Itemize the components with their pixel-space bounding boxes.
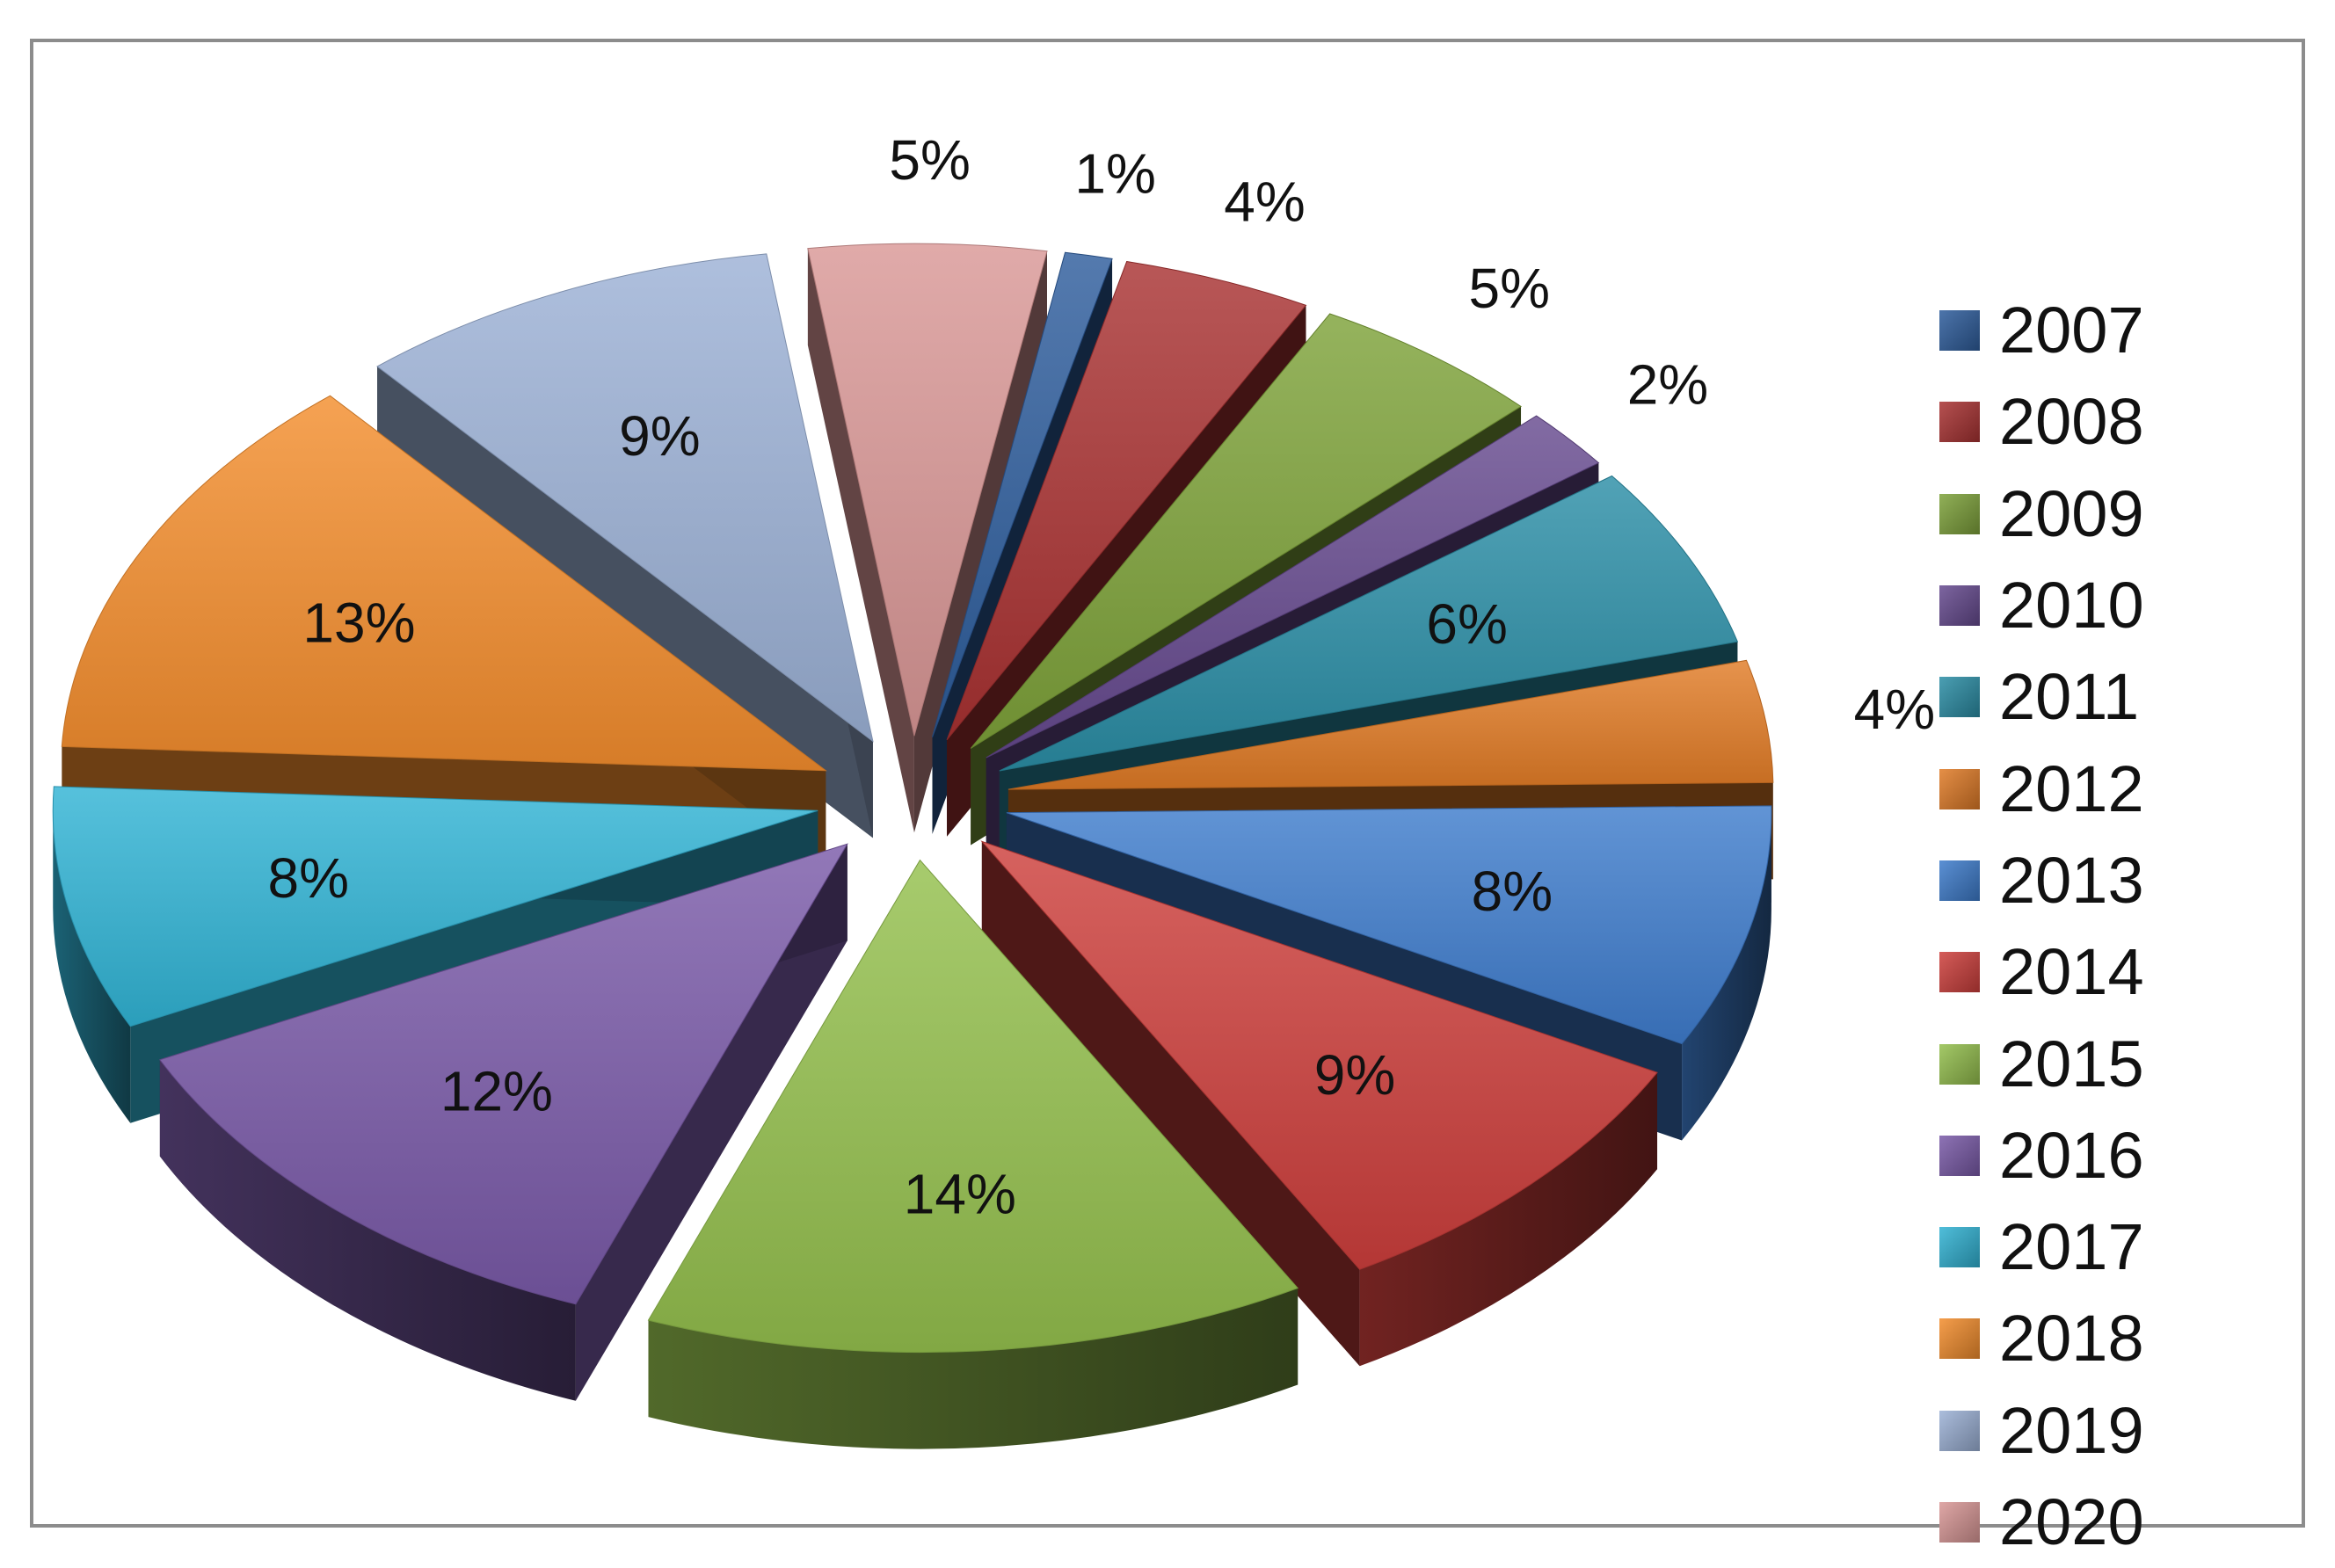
legend-label: 2015 [1999, 1027, 2144, 1100]
pie-slice-top-2020 [807, 243, 1048, 737]
legend-label: 2013 [1999, 843, 2144, 917]
legend-swatch [1939, 1135, 1980, 1176]
pie-slice-top-2010 [986, 415, 1600, 759]
pie-slice-2015 [647, 859, 1299, 1449]
legend: 2007 2008 2009 2010 2011 2012 2013 2014 2015 2016… [1939, 285, 2144, 1568]
pie-slice-top-2007 [932, 251, 1113, 737]
pie-slice-wall-2014 [981, 841, 1360, 1367]
data-label-2018: 13% [302, 592, 415, 655]
pie-slice-top-2009 [970, 313, 1522, 749]
data-label-2017: 8% [267, 846, 349, 910]
legend-label: 2007 [1999, 294, 2144, 367]
pie-slice-top-2008 [946, 260, 1307, 741]
legend-item-2013: 2013 [1939, 835, 2144, 926]
legend-swatch [1939, 402, 1980, 443]
legend-label: 2018 [1999, 1302, 2144, 1376]
legend-item-2009: 2009 [1939, 468, 2144, 560]
data-label-2014: 9% [1314, 1043, 1396, 1107]
legend-item-2010: 2010 [1939, 560, 2144, 651]
legend-label: 2017 [1999, 1210, 2144, 1284]
legend-swatch [1939, 1502, 1980, 1543]
pie-slice-top-2012 [1007, 659, 1774, 790]
legend-item-2011: 2011 [1939, 651, 2144, 743]
pie-slice-wall-2016 [575, 844, 847, 1401]
legend-label: 2009 [1999, 476, 2144, 550]
data-label-2019: 9% [619, 404, 701, 468]
legend-label: 2020 [1999, 1485, 2144, 1558]
legend-item-2015: 2015 [1939, 1018, 2144, 1109]
chart-frame: 1% 4% 5% 2% 6% 4% 8% 9% 14% 12% 8% 13% 9% 5% 2007 2008… [30, 39, 2305, 1555]
data-label-2010: 2% [1627, 352, 1709, 416]
pie-slice-top-2011 [999, 475, 1739, 772]
legend-swatch [1939, 310, 1980, 352]
data-label-2013: 8% [1472, 860, 1553, 923]
legend-swatch [1939, 1318, 1980, 1360]
pie-slice-2016 [159, 843, 848, 1401]
data-label-2012: 4% [1854, 678, 1936, 741]
pie-chart: 1% 4% 5% 2% 6% 4% 8% 9% 14% 12% 8% 13% 9% 5% [52, 128, 1936, 1449]
legend-item-2008: 2008 [1939, 376, 2144, 468]
legend-item-2014: 2014 [1939, 926, 2144, 1018]
pie-slice-wall-2020 [807, 248, 914, 833]
data-label-2011: 6% [1426, 592, 1508, 656]
pie-slice-top-2018 [61, 395, 827, 772]
legend-label: 2012 [1999, 751, 2144, 825]
data-label-2015: 14% [904, 1162, 1016, 1225]
legend-swatch [1939, 1043, 1980, 1085]
pie-slice-top-2017 [52, 786, 818, 1027]
legend-item-2017: 2017 [1939, 1201, 2144, 1293]
pie-slice-top-2014 [980, 840, 1658, 1270]
pie-slice-rim-2015 [648, 1288, 1298, 1449]
legend-label: 2008 [1999, 385, 2144, 459]
pie-slice-top-2016 [159, 843, 848, 1305]
legend-swatch [1939, 768, 1980, 809]
pie-slice-rim-2017 [53, 810, 131, 1123]
legend-item-2016: 2016 [1939, 1110, 2144, 1201]
legend-label: 2011 [1999, 660, 2140, 734]
pie-slice-top-2019 [376, 253, 874, 743]
pie-slice-rim-2014 [1359, 1072, 1658, 1367]
legend-item-2019: 2019 [1939, 1385, 2144, 1477]
legend-item-2007: 2007 [1939, 285, 2144, 376]
legend-swatch [1939, 493, 1980, 534]
legend-label: 2010 [1999, 569, 2144, 642]
pie-slice-rim-2013 [1682, 812, 1771, 1141]
legend-item-2012: 2012 [1939, 743, 2144, 834]
legend-swatch [1939, 952, 1980, 993]
data-label-2009: 5% [1469, 257, 1551, 320]
legend-item-2020: 2020 [1939, 1477, 2144, 1568]
data-label-2007: 1% [1074, 142, 1156, 205]
legend-swatch [1939, 1227, 1980, 1268]
legend-swatch [1939, 860, 1980, 901]
legend-item-2018: 2018 [1939, 1293, 2144, 1384]
pie-slice-top-2015 [647, 859, 1299, 1354]
pie-slice-2014 [980, 840, 1658, 1367]
data-label-2008: 4% [1224, 170, 1306, 233]
legend-swatch [1939, 1410, 1980, 1451]
data-label-2016: 12% [440, 1059, 553, 1122]
pie-slice-rim-2016 [159, 1059, 576, 1401]
legend-label: 2016 [1999, 1118, 2144, 1192]
legend-swatch [1939, 585, 1980, 627]
legend-label: 2014 [1999, 935, 2144, 1009]
pie-slice-top-2013 [1006, 805, 1772, 1045]
legend-swatch [1939, 677, 1980, 718]
legend-label: 2019 [1999, 1393, 2144, 1467]
data-label-2020: 5% [889, 128, 971, 192]
